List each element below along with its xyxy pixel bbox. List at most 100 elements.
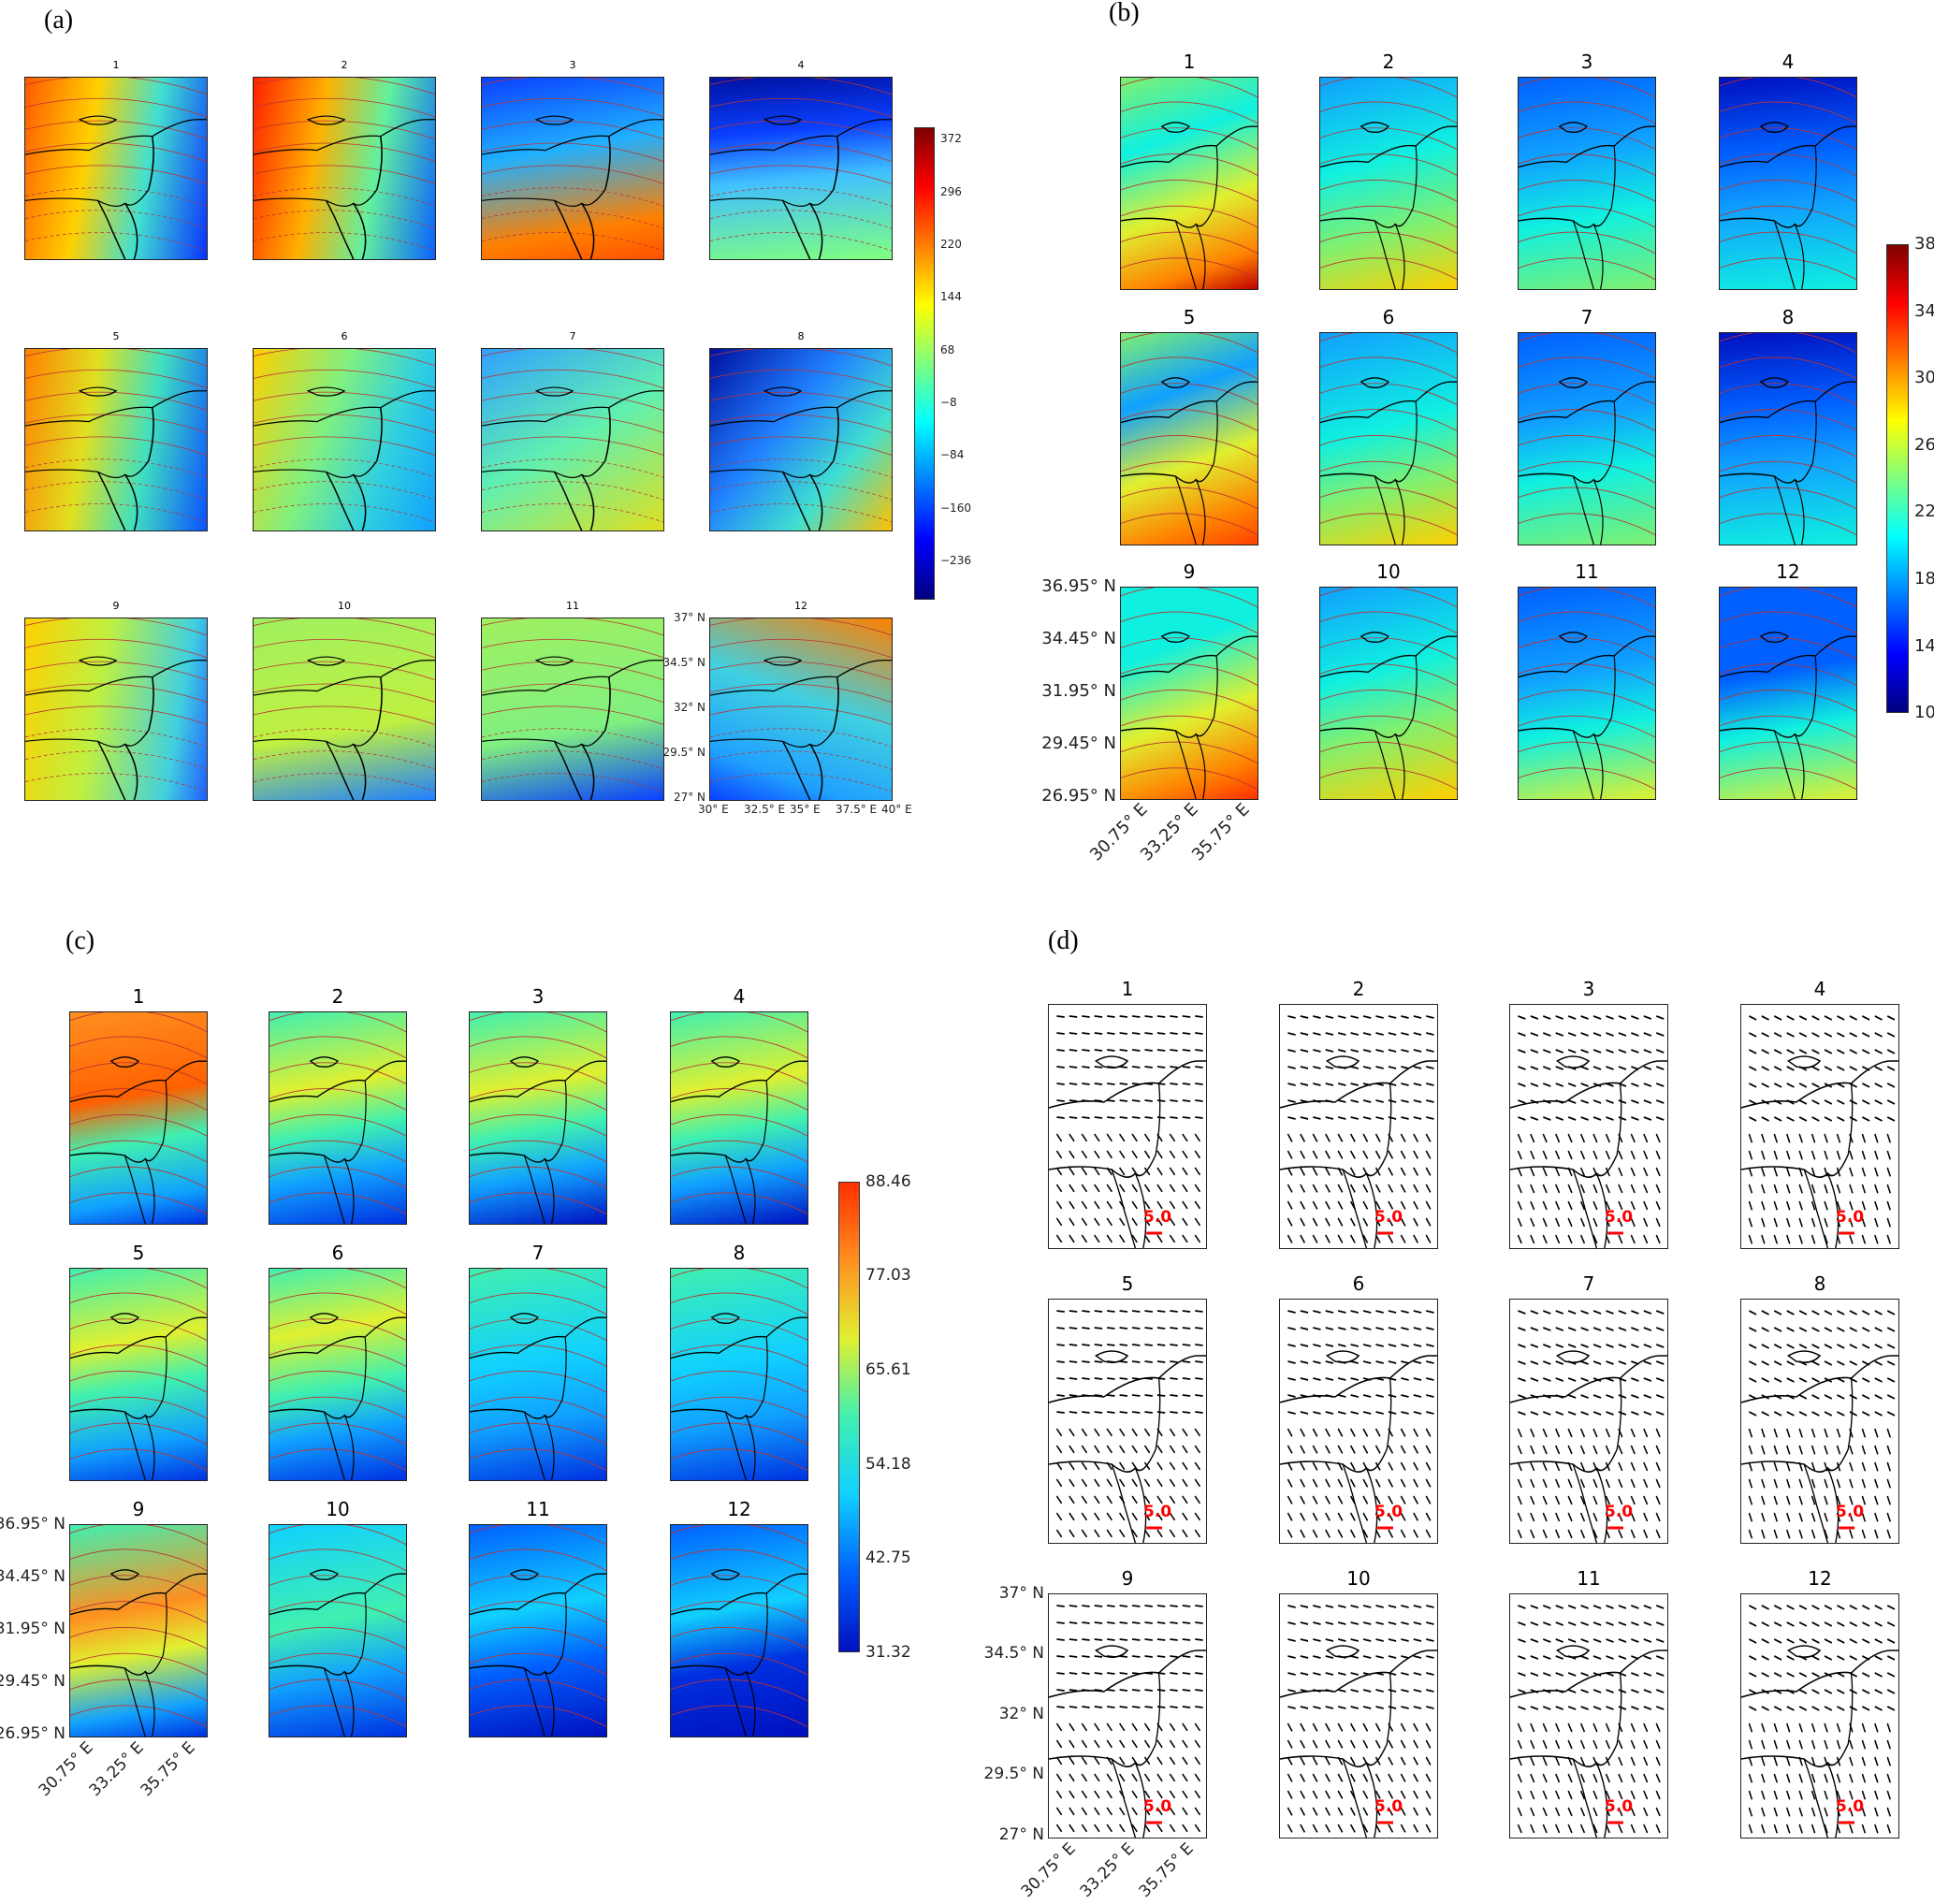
wind-vector [1849, 1015, 1857, 1021]
wind-vector [1374, 1773, 1381, 1782]
wind-vector [1631, 1015, 1639, 1020]
wind-vector [1106, 1428, 1112, 1437]
wind-vector [1349, 1739, 1356, 1749]
wind-vector [1388, 1512, 1394, 1521]
wind-vector [1312, 1722, 1318, 1732]
wind-vector [1874, 1461, 1879, 1472]
wind-vector [1811, 1411, 1820, 1417]
wind-vector [1631, 1411, 1639, 1416]
wind-vector [1362, 1478, 1369, 1488]
wind-vector [1170, 1015, 1178, 1018]
wind-vector [1874, 1605, 1883, 1610]
wind-vector [1325, 1773, 1331, 1782]
wind-vector [1580, 1672, 1589, 1677]
wind-vector [1170, 1344, 1178, 1346]
wind-vector [1849, 1344, 1857, 1349]
wind-vector [1413, 1773, 1418, 1782]
wind-vector [1300, 1445, 1306, 1454]
wind-vector [1131, 1310, 1141, 1313]
wind-vector [1156, 1739, 1163, 1749]
wind-vector [1631, 1605, 1639, 1609]
wind-vector [1798, 1411, 1808, 1417]
wind-vector [1362, 1445, 1369, 1454]
wind-vector [1530, 1461, 1535, 1472]
wind-vector [1182, 1790, 1188, 1799]
y-tick-label: 31.95° N [0, 1619, 65, 1638]
map-subplot [1740, 1004, 1899, 1249]
wind-vector [1824, 1327, 1833, 1332]
map-subplot [670, 1268, 808, 1481]
wind-vector [1107, 1116, 1115, 1119]
wind-vector [1886, 1706, 1896, 1711]
wind-vector [1786, 1655, 1795, 1661]
contour-line [1320, 513, 1457, 535]
wind-vector [1131, 1824, 1138, 1833]
wind-vector [1530, 1478, 1535, 1489]
wind-vector [1810, 1200, 1816, 1211]
wind-vector [1094, 1773, 1100, 1782]
wind-vector [1810, 1133, 1816, 1143]
wind-vector [1567, 1689, 1577, 1693]
wind-vector [1325, 1377, 1334, 1381]
wind-vector [1313, 1377, 1321, 1381]
wind-vector [1824, 1411, 1833, 1417]
wind-vector [1837, 1327, 1845, 1332]
wind-vector [1056, 1672, 1065, 1675]
wind-vector [1874, 1638, 1883, 1644]
wind-vector [1094, 1824, 1100, 1833]
wind-vector [1618, 1394, 1627, 1399]
wind-vector [1388, 1049, 1397, 1053]
wind-vector [1824, 1116, 1833, 1122]
wind-vector [1655, 1234, 1661, 1244]
wind-vector [1886, 1032, 1896, 1038]
wind-vector [1886, 1394, 1896, 1400]
wind-vector [1069, 1790, 1075, 1799]
wind-vector [1312, 1824, 1318, 1833]
contour-line [1320, 487, 1457, 510]
wind-vector [1337, 1512, 1344, 1521]
contour-line [470, 1192, 606, 1214]
wind-vector [1618, 1099, 1627, 1104]
map-subplot [253, 348, 436, 531]
contour-line [25, 750, 207, 770]
wind-vector [1798, 1529, 1803, 1539]
wind-vector [1773, 1083, 1782, 1088]
wind-vector [1182, 1824, 1188, 1833]
wind-vector [1156, 1529, 1163, 1538]
wind-vector [1567, 1824, 1573, 1834]
wind-vector [1388, 1184, 1394, 1193]
wind-vector [1182, 1083, 1191, 1085]
wind-vector [1388, 1495, 1394, 1504]
wind-vector [1530, 1706, 1539, 1710]
wind-vector [1618, 1529, 1623, 1539]
wind-vector [1874, 1621, 1883, 1627]
wind-vector [1055, 1495, 1063, 1504]
wind-vector [1325, 1167, 1331, 1176]
wind-vector [1824, 1655, 1833, 1661]
wind-vector [1849, 1638, 1857, 1644]
wind-vector [1849, 1167, 1854, 1177]
contour-line [671, 1370, 807, 1393]
wind-vector [1156, 1689, 1166, 1692]
contour-line [25, 638, 207, 659]
wind-vector [1530, 1529, 1535, 1539]
wind-vector [1094, 1790, 1100, 1799]
wind-vector [1630, 1461, 1636, 1472]
wind-vector [1886, 1824, 1891, 1834]
wind-vector [1773, 1066, 1782, 1071]
wind-vector [1426, 1638, 1434, 1642]
wind-vector [1194, 1428, 1201, 1437]
wind-vector [1555, 1344, 1563, 1348]
wind-vector [1798, 1824, 1803, 1834]
wind-vector [1837, 1411, 1845, 1417]
wind-vector [1413, 1394, 1422, 1398]
colorbar [838, 1182, 860, 1652]
wind-vector [1287, 1032, 1296, 1036]
wind-vector [1849, 1234, 1854, 1244]
wind-vector [1761, 1807, 1766, 1817]
colorbar-tick-label: 296 [940, 184, 962, 198]
wind-vector [1131, 1150, 1138, 1159]
contour-line [269, 1344, 406, 1367]
wind-vector [1069, 1739, 1075, 1749]
wind-vector [1542, 1150, 1548, 1160]
